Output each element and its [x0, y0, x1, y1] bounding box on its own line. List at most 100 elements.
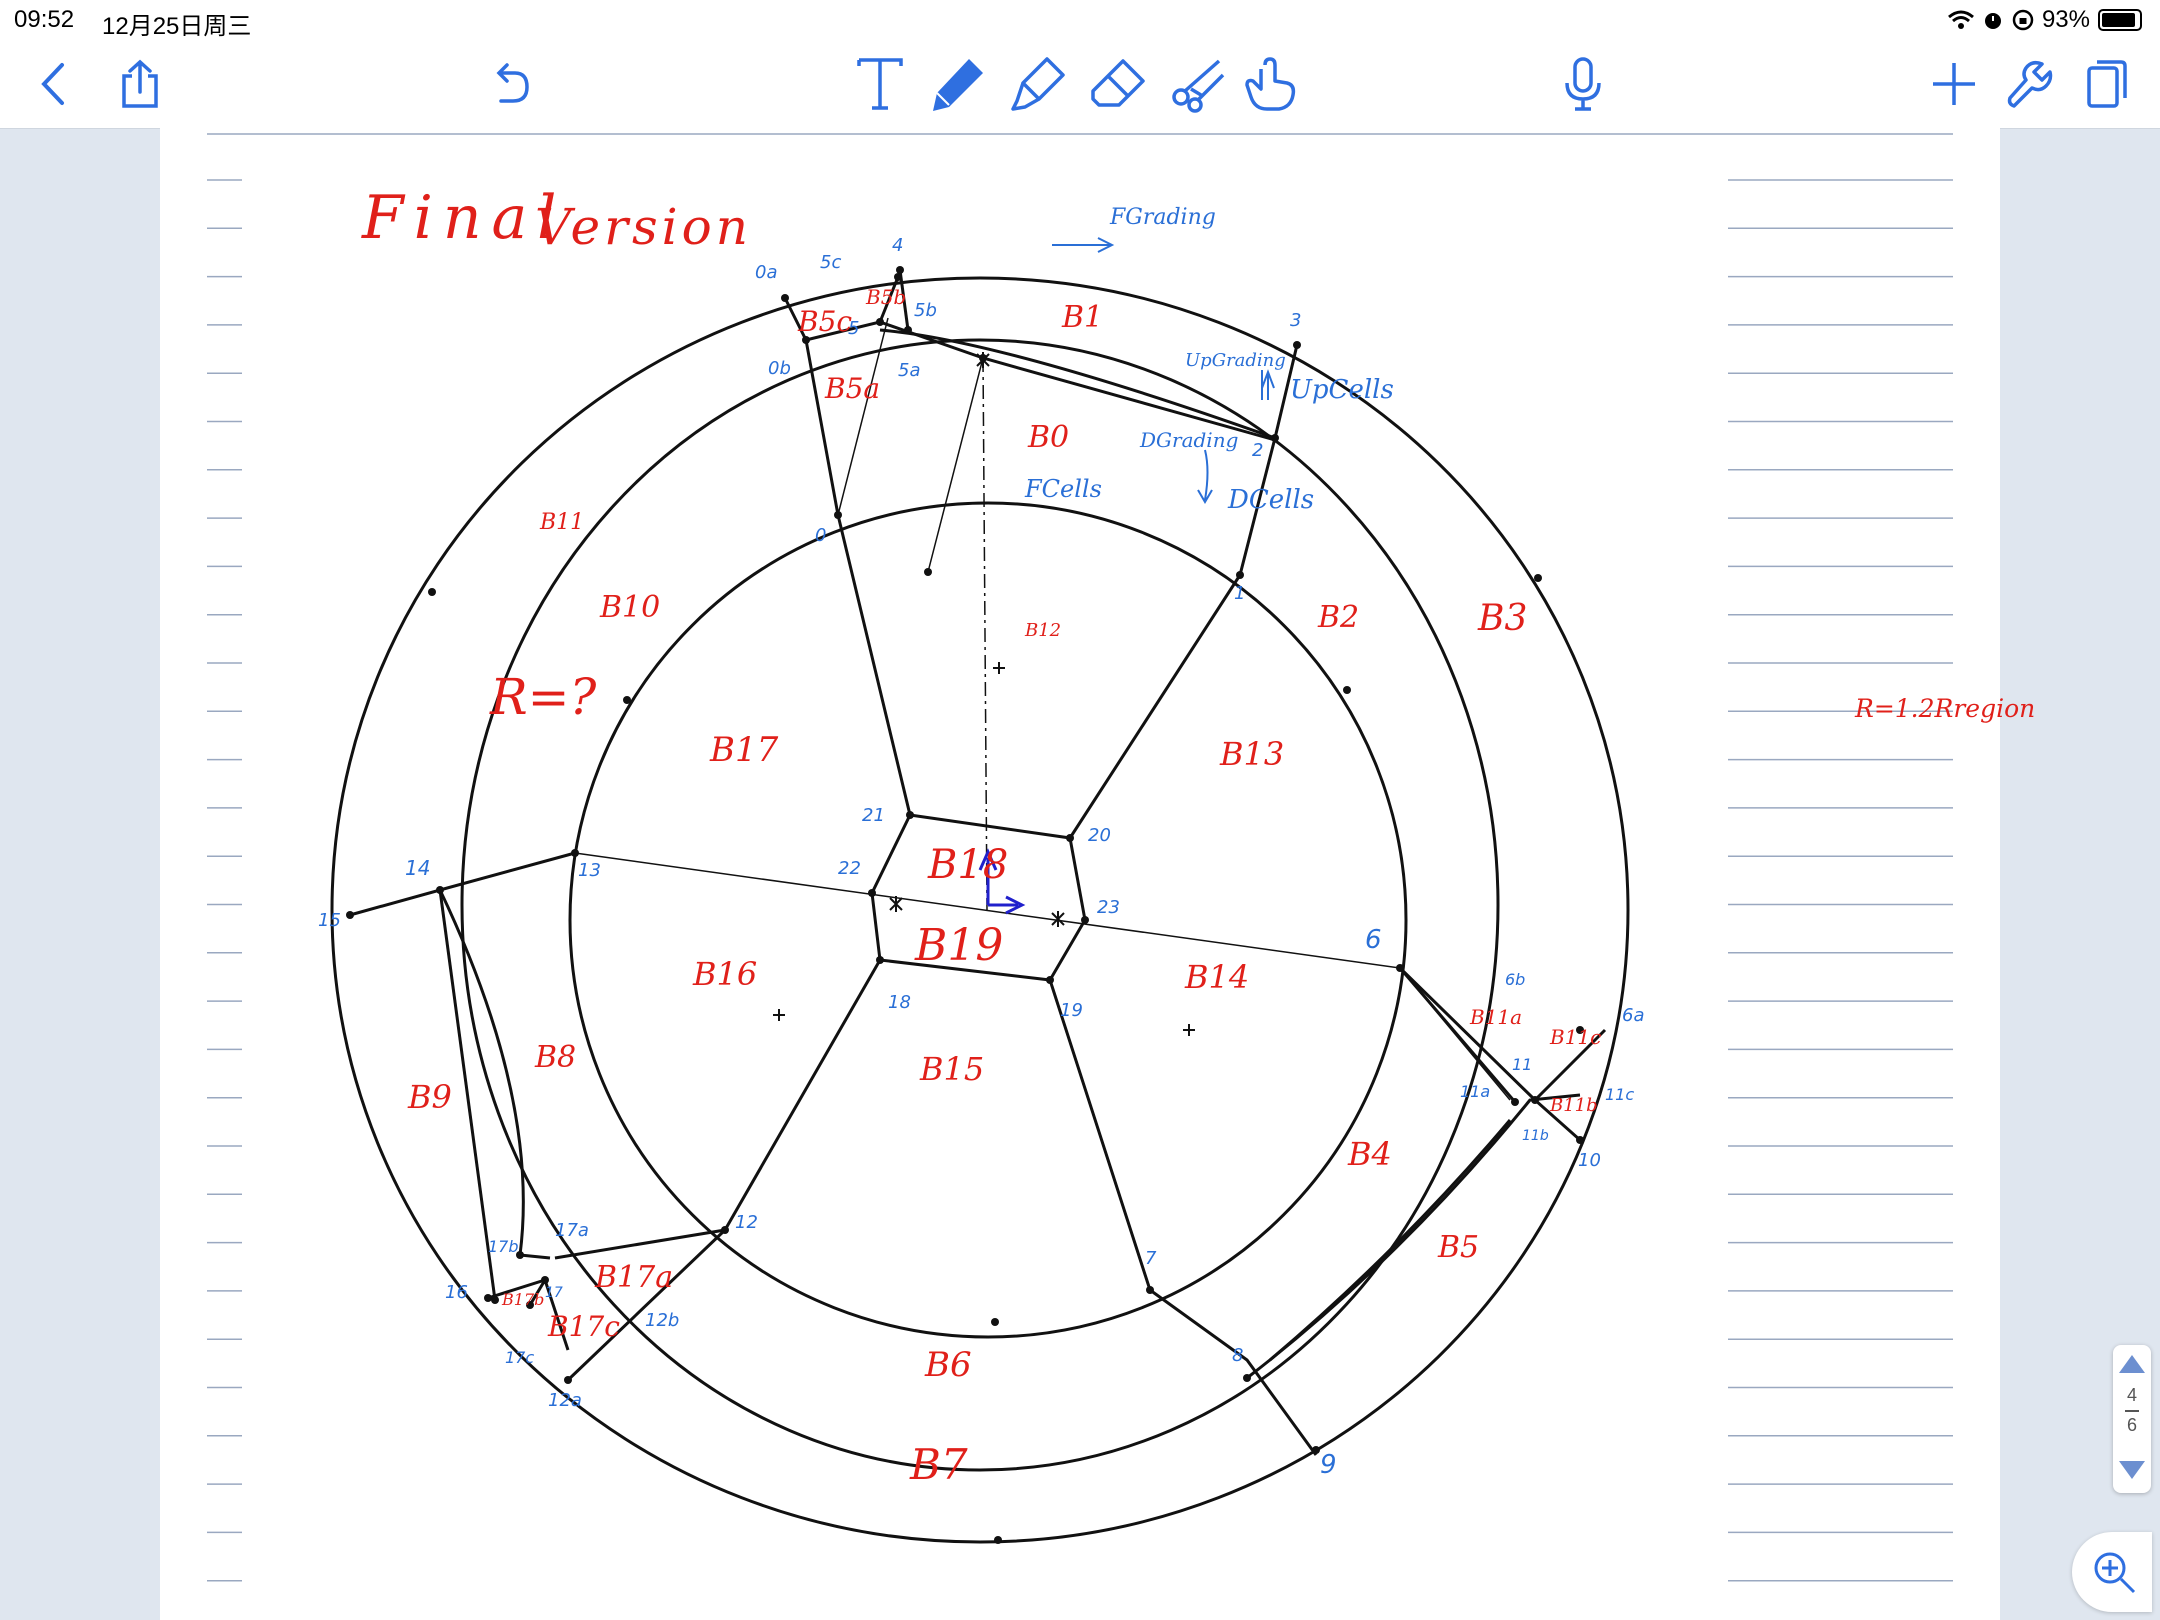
flow-label-dcells: DCells [1228, 485, 1314, 515]
block-label-b18: B18 [928, 842, 1008, 888]
flow-label-fcells: FCells [1025, 475, 1102, 503]
block-label-b7: B7 [910, 1440, 968, 1489]
vertex-label-4: 4 [892, 235, 903, 256]
vertex-label-16: 16 [445, 1282, 468, 1303]
hand-pointer-icon [1241, 55, 1299, 113]
vertex-label-2: 2 [1252, 440, 1263, 461]
block-label-b10: B10 [600, 590, 660, 625]
block-label-b14: B14 [1185, 958, 1249, 996]
vertex-label-6: 6 [1365, 925, 1382, 955]
block-label-b17c: B17c [548, 1310, 620, 1343]
vertex-label-9: 9 [1320, 1450, 1337, 1480]
block-label-b17b: B17b [502, 1290, 544, 1309]
block-label-b19: B19 [915, 920, 1003, 971]
block-label-b16: B16 [693, 955, 757, 993]
vertex-label-8: 8 [1232, 1345, 1243, 1366]
block-label-b12: B12 [1025, 620, 1061, 641]
vertex-label-19: 19 [1060, 1000, 1083, 1021]
vertex-label-13: 13 [578, 860, 601, 881]
undo-icon [487, 61, 533, 107]
vertex-label-17: 17 [545, 1285, 563, 1301]
vertex-label-17a: 17a [555, 1220, 589, 1241]
vertex-label-21: 21 [862, 805, 885, 826]
vertex-label-11a: 11a [1460, 1082, 1490, 1101]
scroll-up-icon[interactable] [2113, 1345, 2151, 1381]
block-label-b11c: B11c [1550, 1025, 1601, 1049]
vertex-label-23: 23 [1097, 897, 1120, 918]
vertex-label-6a: 6a [1622, 1005, 1644, 1026]
undo-button[interactable] [480, 54, 540, 114]
back-icon [34, 59, 74, 109]
vertex-label-12a: 12a [548, 1390, 582, 1411]
text-tool-icon [855, 56, 905, 112]
microphone-button[interactable] [1553, 54, 1613, 114]
vertex-label-12b: 12b [645, 1310, 679, 1331]
vertex-label-14: 14 [405, 856, 430, 880]
wifi-icon [1948, 9, 1974, 31]
share-icon [118, 58, 162, 110]
settings-button[interactable] [2000, 54, 2060, 114]
page-divider [2125, 1410, 2139, 1412]
pages-button[interactable] [2076, 54, 2136, 114]
block-label-b11: B11 [540, 510, 584, 535]
r-question-label: R=? [490, 668, 596, 726]
add-page-button[interactable] [1924, 54, 1984, 114]
vertex-label-6b: 6b [1505, 970, 1525, 989]
block-label-b13: B13 [1220, 735, 1284, 773]
block-label-b11b: B11b [1550, 1095, 1598, 1116]
vertex-label-3: 3 [1290, 310, 1301, 331]
flow-label-upgrading: UpGrading [1185, 350, 1286, 371]
vertex-label-0: 0 [815, 525, 826, 546]
block-label-b6: B6 [925, 1345, 972, 1385]
vertex-label-5a: 5a [898, 360, 920, 381]
vertex-label-11: 11 [1512, 1055, 1532, 1074]
vertex-label-5: 5 [848, 318, 859, 339]
highlighter-tool-button[interactable] [1008, 54, 1068, 114]
highlighter-icon [1009, 55, 1067, 113]
status-bar: 09:52 12月25日周三 93% [0, 0, 2160, 40]
back-button[interactable] [24, 54, 84, 114]
vertex-label-12: 12 [735, 1212, 758, 1233]
wrench-icon [2004, 58, 2056, 110]
zoom-button[interactable] [2072, 1532, 2152, 1612]
status-right: 93% [1948, 6, 2142, 34]
vertex-label-17c: 17c [505, 1348, 534, 1367]
lasso-icon [1169, 55, 1227, 113]
block-label-b0: B0 [1028, 420, 1069, 455]
block-label-b9: B9 [408, 1078, 452, 1116]
text-tool-button[interactable] [850, 54, 910, 114]
block-label-b3: B3 [1478, 598, 1527, 639]
hand-tool-button[interactable] [1240, 54, 1300, 114]
vertex-label-5b: 5b [914, 300, 937, 321]
pen-tool-button[interactable] [928, 54, 988, 114]
vertex-label-11b: 11b [1522, 1128, 1549, 1144]
block-label-b5a: B5a [825, 372, 880, 405]
status-time: 09:52 [14, 6, 74, 34]
block-label-b1: B1 [1062, 300, 1103, 335]
vertex-label-5c: 5c [820, 252, 841, 273]
vertex-label-1: 1 [1234, 583, 1245, 604]
vertex-label-20: 20 [1088, 825, 1111, 846]
zoom-in-icon [2090, 1548, 2138, 1596]
page-current: 4 [2113, 1385, 2151, 1406]
eraser-tool-button[interactable] [1088, 54, 1148, 114]
vertex-label-0b: 0b [768, 358, 791, 379]
battery-percent: 93% [2042, 6, 2090, 34]
flow-label-upcells: UpCells [1290, 375, 1394, 405]
add-icon [1929, 59, 1979, 109]
block-label-b4: B4 [1348, 1135, 1392, 1173]
block-label-b17a: B17a [595, 1260, 673, 1295]
share-button[interactable] [110, 54, 170, 114]
vertex-label-0a: 0a [755, 262, 777, 283]
page-scroller[interactable]: 4 6 [2113, 1345, 2151, 1493]
block-label-b2: B2 [1318, 600, 1359, 635]
block-label-b5b: B5b [866, 285, 906, 309]
scroll-down-icon[interactable] [2113, 1453, 2151, 1489]
page-total: 6 [2113, 1415, 2151, 1436]
block-label-b5c: B5c [798, 305, 852, 338]
note-page[interactable]: Final Version R=? R=1.2Rregion FGrading U… [160, 128, 2000, 1620]
pages-icon [2083, 58, 2129, 110]
lasso-tool-button[interactable] [1168, 54, 1228, 114]
block-label-b8: B8 [535, 1040, 576, 1075]
toolbar [0, 40, 2160, 129]
